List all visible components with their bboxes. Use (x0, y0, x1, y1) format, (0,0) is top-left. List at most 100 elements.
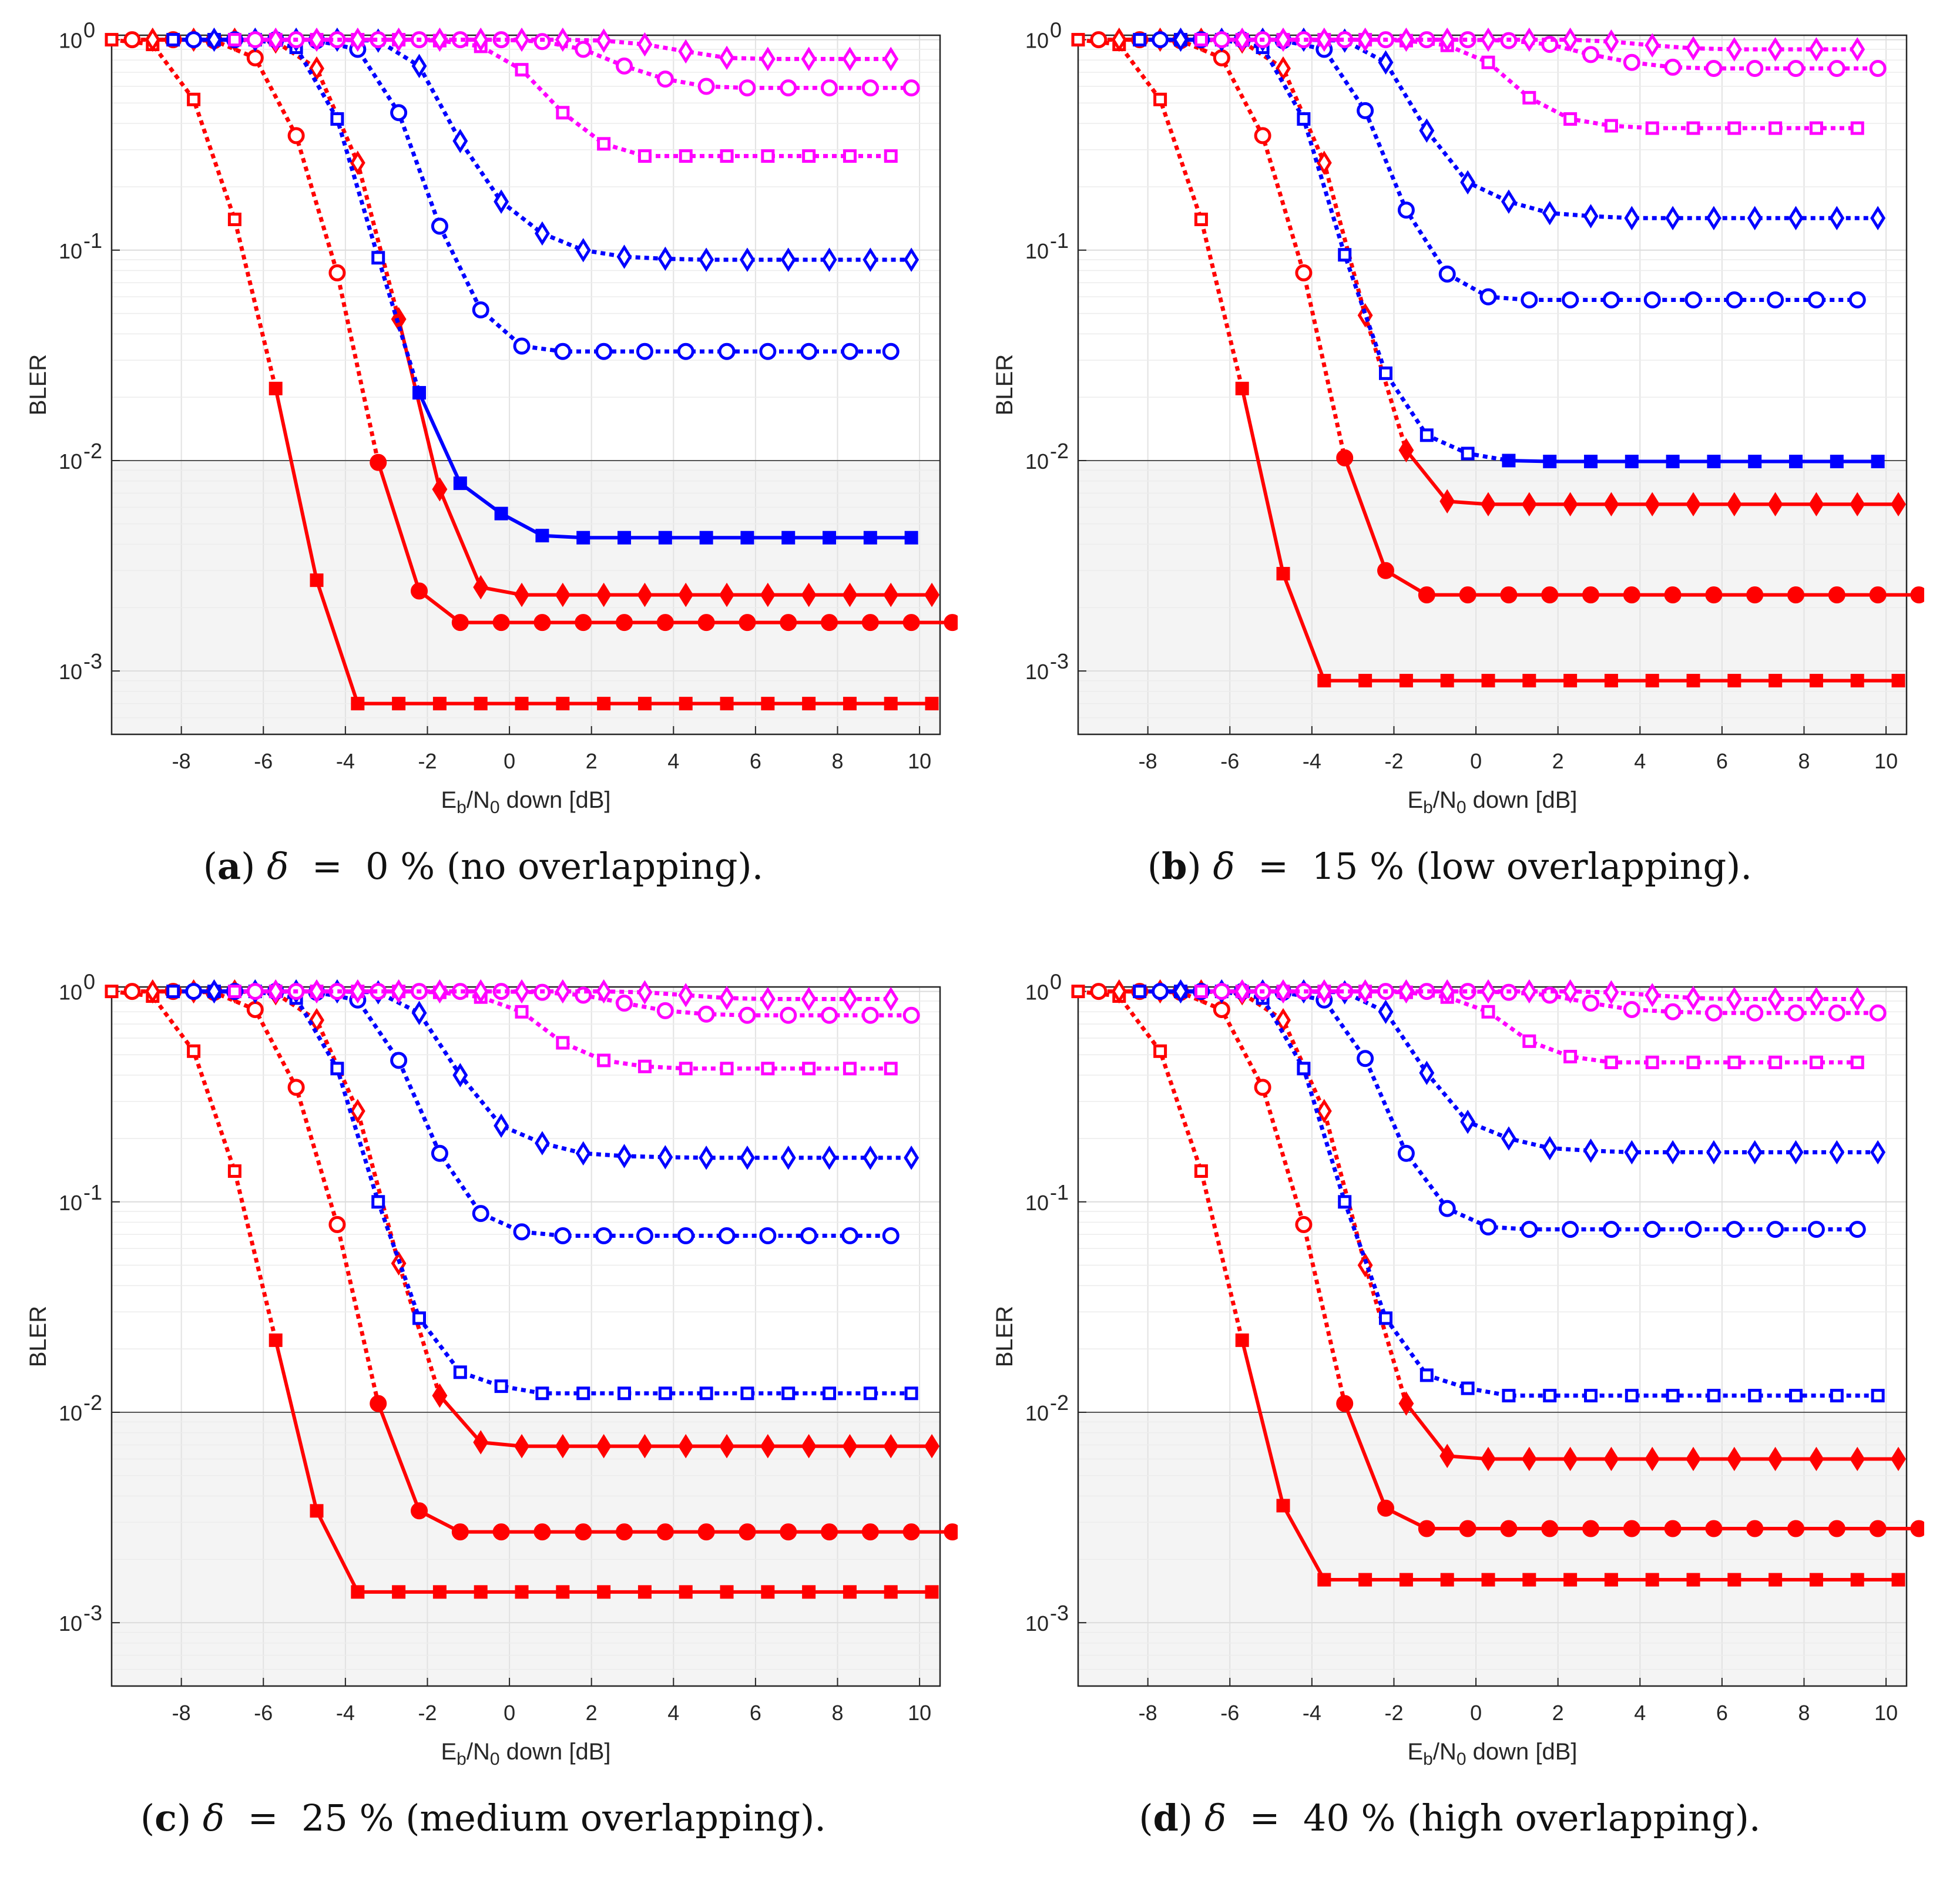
data-point (533, 1523, 551, 1541)
data-point (616, 994, 633, 1012)
data-point (1133, 985, 1147, 999)
data-point (1869, 1520, 1887, 1537)
data-point (595, 342, 613, 360)
data-point (1502, 1389, 1516, 1403)
data-point (555, 27, 570, 52)
data-point (246, 983, 264, 1000)
data-point (1767, 1446, 1783, 1472)
data-point (515, 1585, 529, 1599)
caption-b: (b) δ = 15 % (low overlapping). (1147, 845, 1753, 888)
y-tick-exponent: 0 (1050, 970, 1062, 994)
data-point (1910, 586, 1924, 604)
data-point (1664, 586, 1682, 604)
data-point (699, 1386, 713, 1401)
y-tick-exponent: 0 (83, 970, 95, 994)
data-point (1746, 1520, 1764, 1537)
data-point (227, 985, 241, 999)
data-point (924, 582, 939, 607)
data-point (1501, 189, 1516, 214)
y-tick-exponent: -2 (83, 1391, 102, 1415)
data-point (1153, 1044, 1167, 1058)
y-axis-label: BLER (992, 1306, 1018, 1368)
x-tick-label: -8 (1139, 1701, 1157, 1725)
series-group (105, 979, 958, 1599)
data-point (328, 264, 346, 281)
data-point (145, 27, 160, 52)
data-point (1726, 1221, 1743, 1238)
data-point (720, 149, 734, 163)
series-7 (246, 31, 920, 97)
data-point (492, 1523, 510, 1541)
data-point (1460, 170, 1476, 195)
data-point (1726, 37, 1742, 62)
y-tick-label: 10 (1025, 980, 1049, 1005)
data-point (575, 1141, 591, 1166)
data-point (575, 238, 591, 263)
data-point (1666, 1389, 1680, 1403)
data-point (1850, 1055, 1864, 1069)
data-point (1521, 492, 1537, 517)
caption-c: (c) δ = 25 % (medium overlapping). (140, 1796, 827, 1839)
data-point (1316, 1099, 1332, 1123)
data-point (145, 979, 160, 1004)
data-point (1603, 492, 1619, 517)
data-point (514, 979, 529, 1004)
data-point (1603, 29, 1619, 54)
data-point (473, 979, 489, 1004)
data-point (1666, 455, 1680, 469)
data-point (656, 70, 674, 88)
data-point (637, 582, 653, 607)
data-point (1521, 27, 1537, 52)
data-point (1582, 994, 1600, 1012)
data-point (1871, 455, 1885, 469)
data-point (1705, 586, 1723, 604)
data-point (391, 27, 407, 52)
data-point (1316, 979, 1332, 1004)
data-point (597, 1053, 611, 1067)
series-line-dotted (276, 38, 891, 61)
x-tick-label: 8 (831, 1701, 843, 1725)
data-point (761, 697, 775, 711)
data-point (1297, 1062, 1311, 1076)
data-point (597, 1585, 611, 1599)
data-point (1379, 366, 1393, 380)
data-point (1317, 674, 1331, 688)
data-point (697, 1005, 715, 1023)
data-point (185, 31, 203, 49)
data-point (370, 454, 387, 471)
data-point (1173, 27, 1189, 52)
data-point (1358, 674, 1372, 688)
data-point (699, 530, 713, 545)
data-point (657, 1145, 673, 1170)
data-point (884, 1585, 898, 1599)
data-point (1582, 46, 1600, 63)
data-point (1809, 674, 1823, 688)
x-tick-label: -6 (1220, 749, 1239, 773)
data-point (1850, 121, 1864, 135)
data-point (596, 582, 612, 607)
data-point (1625, 1389, 1639, 1403)
data-point (227, 1164, 241, 1178)
data-point (1521, 1221, 1538, 1238)
data-point (1153, 92, 1167, 106)
data-point (1623, 53, 1640, 71)
data-point (1254, 127, 1271, 145)
data-point (1850, 37, 1865, 62)
data-point (697, 1523, 715, 1541)
data-point (1726, 1446, 1742, 1472)
data-point (1438, 1200, 1456, 1217)
data-point (269, 1333, 283, 1347)
data-point (678, 983, 694, 1008)
data-point (1378, 50, 1394, 75)
y-tick-exponent: -1 (1050, 229, 1069, 253)
data-point (658, 530, 672, 545)
data-point (1768, 674, 1783, 688)
series-group (1071, 27, 1924, 688)
data-point (1705, 1520, 1723, 1537)
data-point (1645, 674, 1659, 688)
data-point (1562, 1446, 1578, 1472)
chart-panel-b: -8 -6 -4 -2 0 2 4 6 8 10 10 0 10 -1 10 -2 10 -3 BLER Eb/N0 … (966, 0, 1933, 952)
data-point (473, 1430, 489, 1455)
data-point (904, 1146, 919, 1170)
